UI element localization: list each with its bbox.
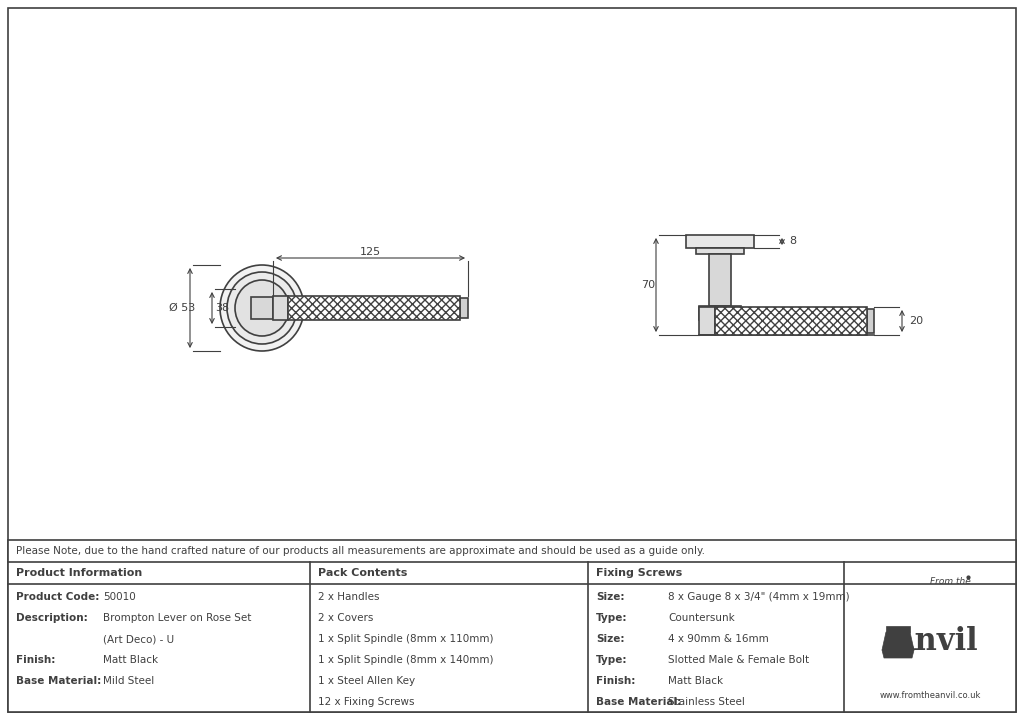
Text: 125: 125 [360, 247, 381, 257]
Text: 50010: 50010 [103, 592, 136, 602]
Bar [686, 235, 754, 248]
Bar [699, 307, 715, 335]
Ellipse shape [220, 265, 304, 351]
Text: 1 x Split Spindle (8mm x 110mm): 1 x Split Spindle (8mm x 110mm) [318, 634, 494, 644]
Text: Mild Steel: Mild Steel [103, 676, 155, 686]
Text: Base Material:: Base Material: [596, 697, 681, 707]
Bar [867, 309, 874, 333]
Text: Base Material:: Base Material: [16, 676, 101, 686]
Text: Type:: Type: [596, 613, 628, 623]
Text: Matt Black: Matt Black [103, 655, 158, 665]
Bar [8, 540, 1016, 712]
Text: 1 x Split Spindle (8mm x 140mm): 1 x Split Spindle (8mm x 140mm) [318, 655, 494, 665]
Text: From the: From the [930, 577, 971, 587]
Text: Fixing Screws: Fixing Screws [596, 568, 682, 578]
Text: Slotted Male & Female Bolt: Slotted Male & Female Bolt [668, 655, 809, 665]
Ellipse shape [227, 272, 297, 344]
Bar [288, 296, 460, 320]
Text: Product Code:: Product Code: [16, 592, 99, 602]
Bar [715, 307, 867, 335]
Text: www.fromtheanvil.co.uk: www.fromtheanvil.co.uk [880, 691, 981, 700]
Text: Matt Black: Matt Black [668, 676, 723, 686]
Bar [460, 298, 468, 318]
Text: 12 x Fixing Screws: 12 x Fixing Screws [318, 697, 415, 707]
Text: Product Information: Product Information [16, 568, 142, 578]
Text: 1 x Steel Allen Key: 1 x Steel Allen Key [318, 676, 415, 686]
Text: Countersunk: Countersunk [668, 613, 735, 623]
Text: Pack Contents: Pack Contents [318, 568, 408, 578]
Bar [699, 306, 741, 320]
Bar [696, 248, 744, 254]
Text: 2 x Covers: 2 x Covers [318, 613, 374, 623]
Text: (Art Deco) - U: (Art Deco) - U [103, 634, 174, 644]
Text: Please Note, due to the hand crafted nature of our products all measurements are: Please Note, due to the hand crafted nat… [16, 546, 705, 556]
Bar [251, 297, 273, 319]
Polygon shape [882, 632, 914, 650]
Text: 4 x 90mm & 16mm: 4 x 90mm & 16mm [668, 634, 769, 644]
Polygon shape [882, 650, 914, 658]
Text: Finish:: Finish: [16, 655, 55, 665]
Text: 8: 8 [790, 236, 796, 246]
Text: Ø 53: Ø 53 [169, 303, 196, 313]
Text: Size:: Size: [596, 592, 625, 602]
Polygon shape [886, 626, 910, 632]
Text: Description:: Description: [16, 613, 88, 623]
Text: 20: 20 [909, 316, 923, 326]
Text: Type:: Type: [596, 655, 628, 665]
Text: Stainless Steel: Stainless Steel [668, 697, 744, 707]
Text: 70: 70 [641, 280, 655, 290]
Text: 38: 38 [215, 303, 229, 313]
Ellipse shape [234, 280, 289, 336]
Bar [273, 296, 288, 320]
Text: Size:: Size: [596, 634, 625, 644]
Bar [709, 254, 731, 306]
Text: 2 x Handles: 2 x Handles [318, 592, 380, 602]
Text: Anvil: Anvil [892, 626, 978, 657]
Text: Brompton Lever on Rose Set: Brompton Lever on Rose Set [103, 613, 251, 623]
Text: 8 x Gauge 8 x 3/4" (4mm x 19mm): 8 x Gauge 8 x 3/4" (4mm x 19mm) [668, 592, 850, 602]
Text: Finish:: Finish: [596, 676, 635, 686]
